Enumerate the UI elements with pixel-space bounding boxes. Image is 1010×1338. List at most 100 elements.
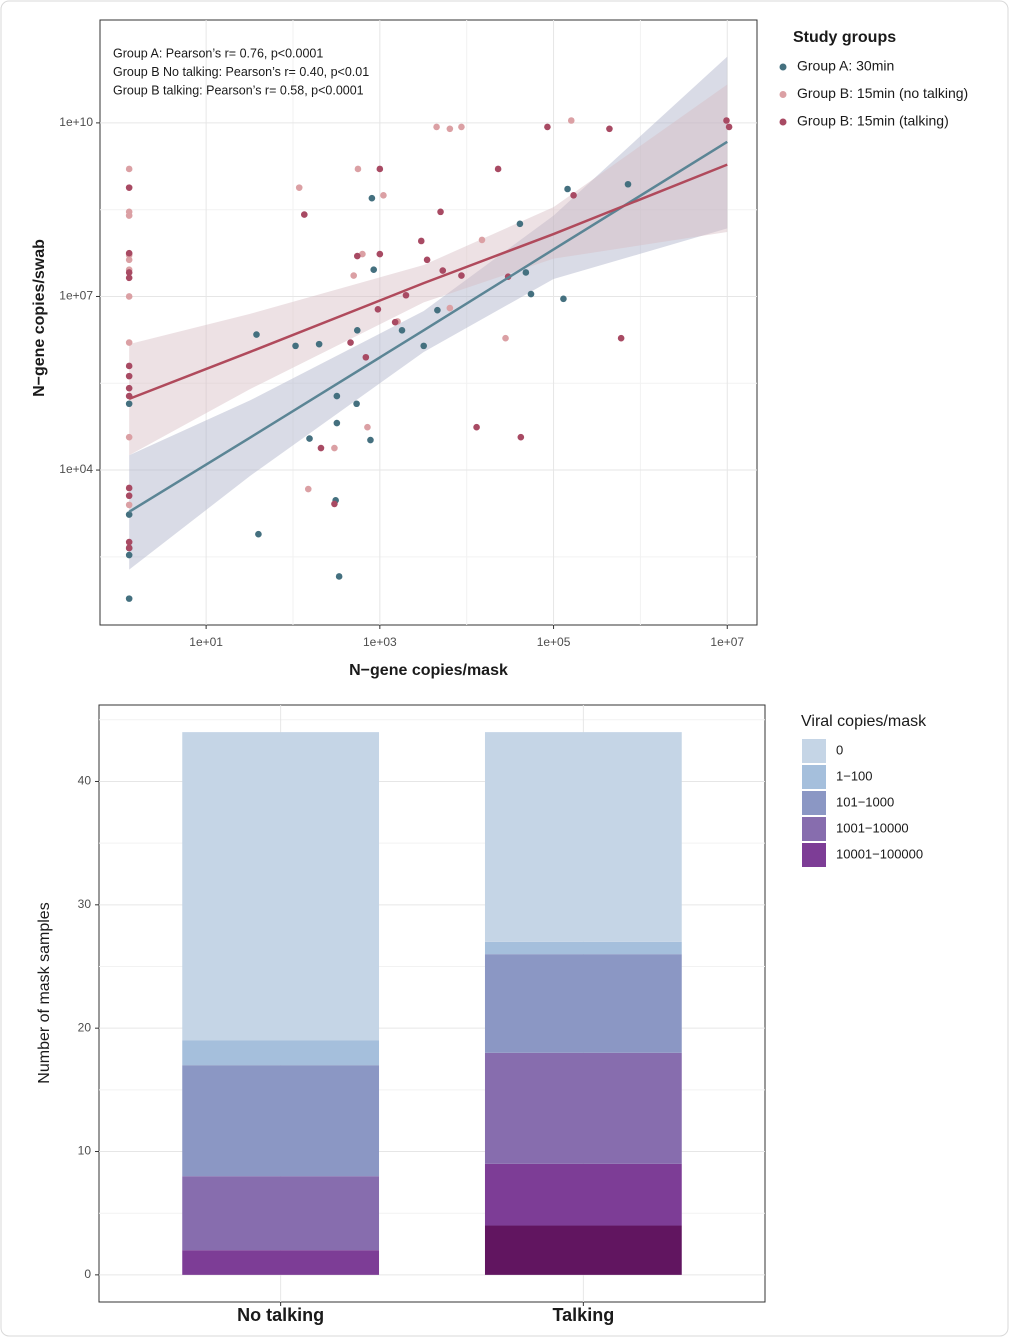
y-axis-title: Number of mask samples [36, 902, 53, 1083]
legend-swatch [802, 739, 826, 763]
legend-marker [779, 63, 787, 71]
data-point [723, 117, 730, 124]
legend-label: 10001−100000 [836, 846, 923, 861]
y-tick-label: 0 [84, 1267, 91, 1281]
legend-label: Group B: 15min (no talking) [797, 85, 968, 101]
data-point [560, 295, 567, 303]
data-point [446, 304, 454, 312]
bar-segment [484, 1052, 682, 1164]
bar-segment [484, 941, 682, 955]
data-point [331, 444, 338, 452]
legend-label: Group A: 30min [797, 58, 894, 74]
data-point [370, 266, 378, 274]
data-point [255, 530, 262, 538]
data-point [567, 117, 575, 124]
bar-segment [182, 1040, 380, 1066]
legend-label: 1001−10000 [836, 820, 909, 835]
data-point [333, 392, 341, 400]
bar-segment [484, 1225, 682, 1275]
legend-swatch [802, 817, 826, 841]
x-tick-label: 1e+05 [537, 635, 571, 649]
data-point [478, 236, 486, 244]
y-tick-label: 10 [78, 1144, 92, 1158]
data-point [317, 444, 325, 452]
data-point [125, 184, 133, 191]
data-point [315, 340, 323, 348]
y-tick-label: 40 [78, 774, 92, 788]
data-point [433, 123, 440, 131]
data-point [446, 125, 454, 133]
data-point [125, 293, 133, 300]
bar-segment [182, 1176, 380, 1251]
legend-title: Study groups [793, 29, 896, 46]
data-point [502, 334, 509, 342]
data-point [353, 252, 361, 260]
confidence-band [129, 56, 728, 570]
legend-label: Group B: 15min (talking) [797, 113, 949, 129]
bar-segment [484, 1163, 682, 1226]
data-point [353, 400, 360, 408]
data-point [458, 123, 465, 131]
data-point [125, 484, 133, 492]
data-point [125, 372, 133, 380]
data-point [367, 436, 374, 444]
data-point [125, 269, 133, 276]
x-tick-label: 1e+01 [189, 635, 223, 649]
data-point [125, 362, 133, 370]
y-tick-label: 20 [78, 1020, 92, 1034]
data-point [544, 123, 551, 131]
data-point [304, 485, 312, 493]
data-point [564, 185, 571, 193]
data-point [624, 180, 632, 188]
data-point [374, 306, 382, 313]
data-point [295, 184, 303, 191]
data-point [398, 327, 406, 334]
legend-label: 101−1000 [836, 794, 894, 809]
data-point [353, 327, 361, 334]
bar-segment [182, 732, 380, 1041]
data-point [125, 538, 133, 546]
confidence-band [129, 84, 728, 456]
data-point [494, 165, 502, 173]
data-point [570, 192, 577, 199]
data-point [617, 334, 625, 342]
bar-segment [182, 1065, 380, 1177]
data-point [473, 423, 480, 431]
legend-swatch [802, 791, 826, 815]
data-point [376, 250, 384, 258]
legend-swatch [802, 765, 826, 789]
data-point [306, 435, 313, 442]
data-point [423, 256, 431, 264]
data-point [125, 492, 133, 500]
data-point [437, 208, 444, 216]
data-point [434, 306, 441, 314]
data-point [125, 274, 133, 282]
data-point [125, 433, 133, 441]
data-point [522, 269, 530, 276]
data-point [347, 339, 354, 346]
data-point [253, 331, 260, 338]
bar-segment [484, 732, 682, 942]
data-point [359, 250, 366, 258]
data-point [354, 165, 362, 173]
data-point [368, 194, 376, 202]
data-point [402, 291, 410, 299]
data-point [391, 318, 399, 326]
data-point [125, 501, 133, 509]
data-point [125, 511, 133, 518]
data-point [331, 500, 338, 508]
x-tick-label: Talking [553, 1305, 615, 1325]
regression-line [128, 140, 728, 513]
data-point [606, 125, 613, 133]
legend-marker [779, 91, 787, 98]
data-point [125, 249, 133, 257]
data-point [725, 123, 733, 131]
data-point [125, 339, 133, 346]
data-point [439, 267, 447, 274]
data-point [517, 433, 525, 441]
data-point [417, 237, 425, 245]
data-point [364, 423, 371, 431]
data-point [301, 211, 308, 218]
x-axis-title: N−gene copies/mask [349, 662, 508, 679]
